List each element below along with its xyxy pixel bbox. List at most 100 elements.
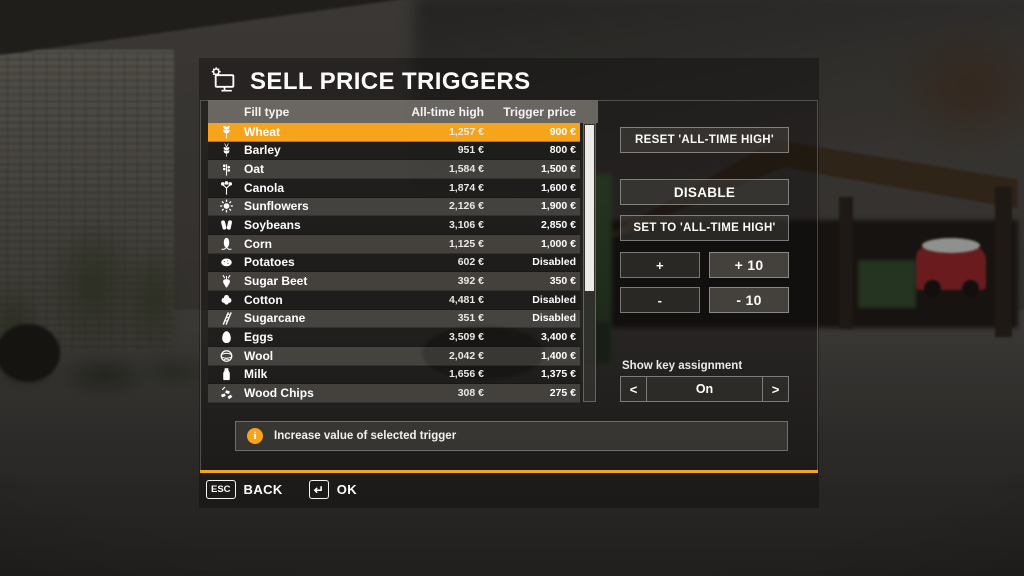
table-row[interactable]: Wood Chips 308 € 275 € [208, 384, 580, 403]
table-row[interactable]: Eggs 3,509 € 3,400 € [208, 328, 580, 347]
back-label[interactable]: BACK [243, 482, 283, 497]
sugar-beet-icon [208, 273, 244, 289]
table-row[interactable]: Wool 2,042 € 1,400 € [208, 346, 580, 366]
trigger-price-value: Disabled [532, 312, 576, 325]
wood-chips-icon [208, 385, 244, 401]
fill-type-name: Wood Chips [244, 386, 314, 401]
fill-type-name: Soybeans [244, 218, 301, 233]
trigger-price-header: Trigger price [503, 104, 576, 119]
enter-key-icon[interactable]: ↵ [308, 480, 329, 499]
red-machine-top [922, 238, 980, 253]
fill-type-name: Cotton [244, 292, 283, 307]
trigger-price-value: 1,900 € [540, 200, 576, 213]
table-row[interactable]: Milk 1,656 € 1,375 € [208, 365, 580, 385]
table-row[interactable]: Soybeans 3,106 € 2,850 € [208, 216, 580, 235]
decrease-ten-button[interactable]: - 10 [709, 287, 789, 313]
monitor-gear-icon [208, 66, 240, 98]
trigger-price-value: 3,400 € [540, 331, 576, 344]
sunflower-icon [208, 198, 244, 214]
table-row[interactable]: Sugar Beet 392 € 350 € [208, 272, 580, 291]
all-time-high-value: 351 € [457, 312, 484, 325]
footer-hints: ESC BACK ↵ OK [206, 480, 383, 499]
page-title: SELL PRICE TRIGGERS [250, 68, 531, 95]
table-row[interactable]: Wheat 1,257 € 900 € [208, 123, 580, 142]
increase-ten-button[interactable]: + 10 [709, 252, 789, 278]
trigger-price-value: Disabled [532, 256, 576, 269]
all-time-high-value: 2,042 € [448, 349, 484, 362]
table-row[interactable]: Potatoes 602 € Disabled [208, 253, 580, 273]
milk-icon [208, 366, 244, 382]
fill-type-name: Eggs [244, 330, 274, 345]
ok-label[interactable]: OK [336, 482, 358, 497]
chevron-right-icon[interactable]: > [762, 377, 788, 401]
table-row[interactable]: Corn 1,125 € 1,000 € [208, 234, 580, 254]
fill-type-name: Barley [244, 143, 281, 158]
tree-silhouette [885, 19, 1024, 154]
wool-icon [208, 348, 244, 364]
fill-type-header: Fill type [244, 104, 290, 119]
corn-icon [208, 236, 244, 252]
soybean-icon [208, 217, 244, 233]
show-key-assignment-label: Show key assignment [622, 360, 743, 372]
table-header: Fill type All-time high Trigger price [208, 100, 598, 123]
table-row[interactable]: Cotton 4,481 € Disabled [208, 290, 580, 310]
table-scrollbar[interactable] [583, 123, 596, 402]
info-text: Increase value of selected trigger [274, 430, 457, 442]
all-time-high-value: 1,656 € [448, 368, 484, 381]
esc-key-icon[interactable]: ESC [206, 480, 236, 499]
all-time-high-value: 602 € [457, 256, 484, 269]
barley-icon [208, 142, 244, 158]
set-to-all-time-high-button[interactable]: SET TO 'ALL-TIME HIGH' [620, 215, 789, 241]
fill-type-name: Potatoes [244, 255, 295, 270]
trigger-price-value: 900 € [549, 125, 576, 138]
table-row[interactable]: Canola 1,874 € 1,600 € [208, 178, 580, 198]
fill-type-name: Wool [244, 348, 274, 363]
chevron-left-icon[interactable]: < [621, 377, 647, 401]
accent-divider [200, 470, 818, 473]
all-time-high-header: All-time high [411, 104, 484, 119]
reset-all-time-high-button[interactable]: RESET 'ALL-TIME HIGH' [620, 127, 789, 153]
trigger-price-value: 2,850 € [540, 219, 576, 232]
table-row[interactable]: Barley 951 € 800 € [208, 141, 580, 161]
all-time-high-value: 1,257 € [448, 125, 484, 138]
key-assignment-value: On [695, 382, 714, 396]
sugarcane-icon [208, 310, 244, 326]
green-equipment [858, 260, 916, 308]
table-row[interactable]: Sunflowers 2,126 € 1,900 € [208, 197, 580, 217]
fill-type-name: Corn [244, 236, 272, 251]
trigger-price-value: 1,600 € [540, 181, 576, 194]
fill-type-name: Sugar Beet [244, 274, 308, 289]
barn-post [995, 187, 1012, 337]
table-row[interactable]: Sugarcane 351 € Disabled [208, 309, 580, 329]
dialog-header: SELL PRICE TRIGGERS [208, 66, 531, 98]
all-time-high-value: 392 € [457, 275, 484, 288]
disable-button[interactable]: DISABLE [620, 179, 789, 205]
decrease-button[interactable]: - [620, 287, 700, 313]
key-assignment-selector: < On > [620, 376, 789, 402]
table-row[interactable]: Oat 1,584 € 1,500 € [208, 160, 580, 179]
increase-button[interactable]: + [620, 252, 700, 278]
fill-type-name: Wheat [244, 124, 280, 139]
fill-type-name: Canola [244, 180, 285, 195]
all-time-high-value: 3,509 € [448, 331, 484, 344]
trigger-price-value: Disabled [532, 293, 576, 306]
all-time-high-value: 1,584 € [448, 163, 484, 176]
oat-icon [208, 161, 244, 177]
all-time-high-value: 4,481 € [448, 293, 484, 306]
cotton-icon [208, 292, 244, 308]
fill-type-name: Sunflowers [244, 199, 309, 214]
trigger-price-value: 800 € [549, 144, 576, 157]
potato-icon [208, 254, 244, 270]
fill-type-name: Milk [244, 367, 268, 382]
all-time-high-value: 951 € [457, 144, 484, 157]
all-time-high-value: 1,125 € [448, 237, 484, 250]
scrollbar-thumb[interactable] [585, 125, 594, 291]
trigger-price-value: 1,400 € [540, 349, 576, 362]
table-rows: Wheat 1,257 € 900 € Barley 951 € 800 € Oat 1,58… [208, 123, 580, 403]
trigger-price-value: 1,500 € [540, 163, 576, 176]
info-bar: i Increase value of selected trigger [235, 421, 788, 451]
tire [0, 324, 60, 382]
